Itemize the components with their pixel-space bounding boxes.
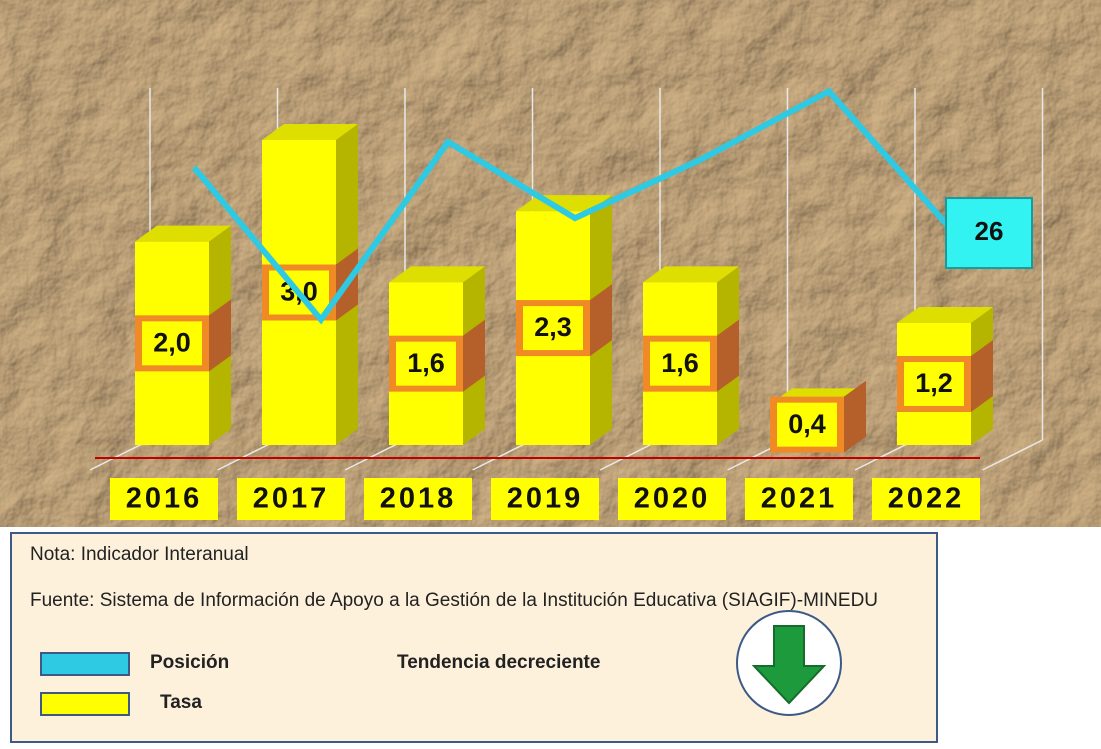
x-tick-label: 2021 <box>761 483 838 515</box>
point-label: 26 <box>975 216 1004 246</box>
note: Nota: Indicador Interanual <box>30 544 249 566</box>
legend-label: Tasa <box>160 692 202 714</box>
x-tick-label: 2018 <box>380 483 457 515</box>
page: {"chart_data": {"type": "bar", "categori… <box>0 0 1101 749</box>
value-label: 2,0 <box>153 327 191 357</box>
trend-label: Tendencia decreciente <box>397 652 600 674</box>
x-tick-label: 2017 <box>253 483 330 515</box>
value-label: 1,6 <box>661 348 699 378</box>
note-box: Nota: Indicador Interanual Fuente: Siste… <box>10 532 938 743</box>
value-label: 1,2 <box>915 368 953 398</box>
value-label: 2,3 <box>534 312 572 342</box>
x-tick-label: 2019 <box>507 483 584 515</box>
trend-icon <box>734 608 844 718</box>
legend-swatch <box>40 652 130 676</box>
legend-label: Posición <box>150 652 229 674</box>
legend-swatch <box>40 692 130 716</box>
value-label: 1,6 <box>407 348 445 378</box>
value-label: 0,4 <box>788 409 826 439</box>
x-tick-label: 2022 <box>888 483 965 515</box>
x-tick-label: 2016 <box>126 483 203 515</box>
x-tick-label: 2020 <box>634 483 711 515</box>
